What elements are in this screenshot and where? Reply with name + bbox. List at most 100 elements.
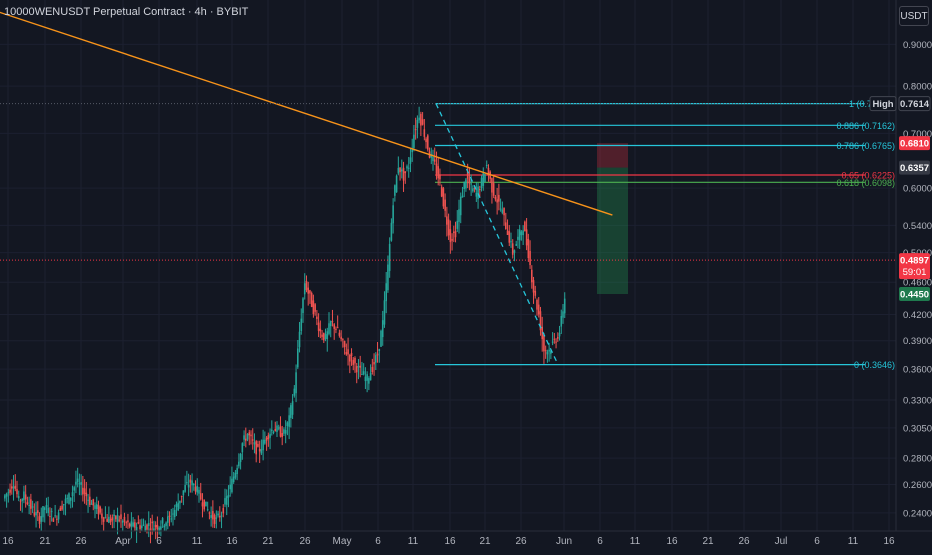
candle-body xyxy=(201,502,204,507)
candle-body xyxy=(199,493,202,500)
candle-body xyxy=(90,503,93,505)
candle-body xyxy=(102,517,105,522)
x-tick-label: 11 xyxy=(630,536,641,547)
candle-body xyxy=(517,236,519,240)
candle-body xyxy=(47,507,49,513)
candle-body xyxy=(75,481,77,485)
candle-body xyxy=(487,167,490,174)
candle-body xyxy=(24,494,27,500)
candle-body xyxy=(404,171,407,174)
stop-loss-zone[interactable] xyxy=(597,143,628,168)
candle-body xyxy=(468,178,471,184)
candle-body xyxy=(151,521,153,524)
x-tick-label: 16 xyxy=(444,536,456,547)
candle-body xyxy=(440,186,443,197)
price-badge-label: 0.6810 xyxy=(900,139,929,150)
candle-body xyxy=(371,367,374,372)
candle-body xyxy=(147,523,150,527)
candle-body xyxy=(491,178,493,193)
swing-dashed-line[interactable] xyxy=(435,103,559,365)
trend-line[interactable] xyxy=(0,0,613,216)
price-badge xyxy=(899,286,930,301)
candle-body xyxy=(352,359,355,365)
candle-body xyxy=(423,129,426,137)
candle-body xyxy=(451,238,453,241)
candle-body xyxy=(430,154,433,158)
candle-body xyxy=(231,478,233,493)
x-tick-label: 6 xyxy=(597,536,603,547)
candle-body xyxy=(286,422,289,426)
candle-body xyxy=(510,241,512,243)
candle-body xyxy=(115,516,117,520)
candle-body xyxy=(397,167,400,174)
x-tick-label: 16 xyxy=(666,536,678,547)
candle-body xyxy=(160,526,162,530)
x-tick-label: 16 xyxy=(883,536,895,547)
candle-body xyxy=(411,148,413,153)
candle-body xyxy=(376,353,379,356)
candle-body xyxy=(14,485,17,489)
candle-body xyxy=(298,331,301,348)
y-tick-label: 0.7000 xyxy=(903,129,932,140)
candle-body xyxy=(524,221,526,232)
candle-body xyxy=(276,425,278,432)
candle-body xyxy=(21,499,23,501)
candle-body xyxy=(239,454,242,463)
candle-body xyxy=(395,175,398,193)
candle-body xyxy=(317,322,320,331)
candle-body xyxy=(492,183,495,196)
candle-body xyxy=(349,355,351,362)
candle-body xyxy=(187,484,190,488)
candle-body xyxy=(503,207,505,216)
candle-body xyxy=(144,525,147,532)
candle-body xyxy=(444,199,446,211)
candle-body xyxy=(267,435,270,440)
candle-body xyxy=(191,480,193,486)
candle-body xyxy=(477,186,479,200)
candle-body xyxy=(158,527,160,531)
x-tick-label: 26 xyxy=(738,536,750,547)
x-tick-label: 21 xyxy=(262,536,274,547)
candle-body xyxy=(529,251,531,266)
candle-body xyxy=(262,439,264,451)
candle-body xyxy=(71,492,74,497)
candle-body xyxy=(407,167,410,169)
candle-body xyxy=(186,482,188,484)
candle-body xyxy=(494,196,497,200)
x-tick-label: 11 xyxy=(408,536,419,547)
candle-body xyxy=(269,433,271,438)
candle-body xyxy=(312,300,315,315)
candle-body xyxy=(205,501,207,507)
candle-body xyxy=(466,171,469,179)
candle-body xyxy=(534,290,537,296)
candle-body xyxy=(290,405,292,418)
candle-body xyxy=(80,482,82,485)
candle-body xyxy=(343,340,346,348)
candle-body xyxy=(116,514,119,523)
candle-body xyxy=(57,512,60,520)
y-tick-label: 0.9000 xyxy=(903,40,932,51)
candle-body xyxy=(106,518,108,522)
candle-body xyxy=(241,443,244,453)
candle-body xyxy=(167,516,169,523)
candle-body xyxy=(89,496,91,505)
take-profit-zone[interactable] xyxy=(597,167,628,294)
fib-level-label: 0 (0.3646) xyxy=(854,360,895,370)
candle-body xyxy=(279,426,282,437)
candle-body xyxy=(560,315,563,327)
candle-body xyxy=(401,169,403,172)
x-tick-label: 6 xyxy=(156,536,162,547)
y-tick-label: 0.6000 xyxy=(903,184,932,195)
candle-body xyxy=(38,516,41,524)
candle-body xyxy=(498,194,500,202)
candle-body xyxy=(260,449,263,454)
x-tick-label: 21 xyxy=(39,536,51,547)
candle-body xyxy=(31,506,34,508)
candle-body xyxy=(109,518,112,523)
candle-body xyxy=(475,192,478,197)
candle-body xyxy=(250,434,252,437)
currency-button[interactable]: USDT xyxy=(899,6,929,26)
candle-body xyxy=(111,517,114,521)
candle-body xyxy=(295,372,297,394)
